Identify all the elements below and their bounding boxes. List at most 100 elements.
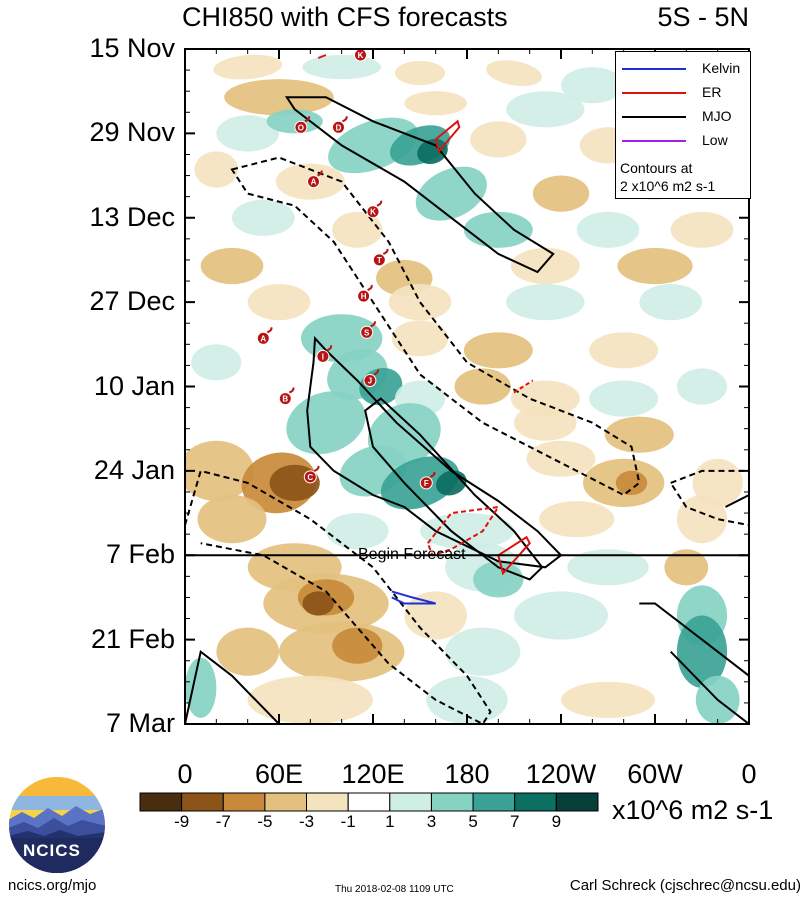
storm-label: A	[311, 178, 317, 187]
field-cell	[216, 115, 279, 152]
field-cell	[589, 380, 659, 417]
storm-marker: A	[256, 326, 273, 345]
storm-label: K	[358, 51, 364, 60]
storm-marker: I	[316, 345, 333, 363]
colorbar-swatch	[347, 792, 391, 812]
y-axis-ticks	[185, 48, 749, 725]
x-axis-ticks	[184, 49, 750, 724]
field-cell	[470, 121, 527, 158]
storm-icon	[256, 331, 270, 345]
storm-tail	[342, 115, 348, 123]
field-cell	[191, 344, 242, 381]
mjo-contour-positive	[639, 602, 749, 724]
storm-label: I	[322, 352, 324, 361]
storm-icon	[303, 470, 317, 484]
storm-icon	[278, 392, 292, 406]
logo-text: NCICS	[23, 841, 81, 860]
storm-marker: H	[357, 284, 373, 303]
field-cell	[247, 284, 311, 321]
contours	[185, 54, 749, 724]
field-cell	[486, 60, 542, 86]
y-tick-label: 7 Mar	[105, 708, 175, 738]
x-tick-label: 0	[177, 759, 193, 789]
x-tick-label: 120W	[525, 759, 597, 789]
storm-label: D	[336, 123, 342, 132]
storm-marker: K	[354, 49, 367, 62]
legend-label-er: ER	[702, 84, 722, 100]
colorbar-swatch	[139, 792, 183, 812]
footer-timestamp: Thu 2018-02-08 1109 UTC	[335, 884, 454, 895]
y-tick-label: 24 Jan	[93, 454, 175, 485]
legend-item-kelvin: Kelvin	[616, 58, 750, 80]
field-cell	[576, 211, 640, 248]
y-tick-label: 29 Nov	[89, 117, 175, 148]
storm-marker: F	[419, 471, 436, 490]
legend-label-low: Low	[702, 132, 728, 148]
colorbar-level-label: 7	[509, 812, 520, 831]
storm-marker: T	[372, 248, 389, 267]
storm-tail	[367, 284, 373, 292]
field-cell	[286, 391, 366, 455]
storm-icon	[294, 120, 308, 134]
storm-tail	[370, 320, 376, 328]
field-cell	[561, 681, 655, 719]
field-cell	[506, 284, 585, 321]
mjo-contour-positive	[185, 649, 280, 724]
field-cell	[197, 494, 267, 544]
storm-icon	[372, 253, 386, 267]
field-cell	[426, 675, 508, 724]
colorbar-swatch	[264, 792, 307, 812]
begin-forecast-label: Begin Forecast	[358, 546, 466, 563]
er-contour	[497, 535, 531, 576]
field-cell	[526, 440, 596, 477]
mjo-contour-negative	[669, 469, 749, 527]
colorbar-level-label: 9	[551, 812, 562, 831]
field-cell	[216, 627, 279, 676]
legend-line-er	[622, 92, 686, 94]
field-cell	[388, 284, 452, 321]
field-cell	[445, 627, 521, 676]
mjo-contour-negative	[230, 156, 641, 497]
field-cell	[266, 109, 323, 134]
field-cell	[676, 368, 728, 405]
storm-icon	[419, 476, 433, 490]
er-contour	[434, 119, 461, 154]
field-cell	[302, 591, 334, 616]
field-cell	[404, 91, 468, 116]
colorbar-swatch	[431, 792, 474, 812]
x-tick-label: 120E	[341, 759, 405, 789]
storm-marker: J	[363, 369, 380, 387]
field-cell	[247, 675, 373, 724]
field-cell	[664, 549, 709, 586]
storm-icon	[363, 374, 377, 387]
er-contour	[317, 54, 327, 59]
field-cell	[391, 320, 449, 357]
colorbar-swatch	[514, 792, 557, 812]
field-cell	[639, 284, 702, 321]
storm-tail	[326, 345, 333, 352]
colorbar-level-label: -7	[215, 812, 231, 831]
storm-label: H	[361, 292, 367, 301]
field-cell	[185, 657, 217, 718]
footer-author: Carl Schreck (cjschrec@ncsu.edu)	[569, 877, 801, 894]
field-cell	[561, 67, 624, 104]
field-cell	[224, 79, 334, 116]
storm-icon	[360, 325, 374, 339]
y-tick-label: 10 Jan	[93, 370, 175, 401]
field-cell	[617, 247, 693, 285]
footer-link[interactable]: ncics.org/mjo	[8, 877, 97, 894]
storm-marker: D	[332, 115, 348, 134]
field-cell	[510, 247, 580, 285]
legend-item-er: ER	[616, 82, 750, 104]
field-cell	[539, 500, 615, 538]
colorbar-level-label: -9	[174, 812, 190, 831]
colorbar-swatch	[555, 792, 599, 812]
storm-label: B	[282, 395, 288, 404]
y-tick-label: 15 Nov	[89, 33, 175, 63]
field-cell	[194, 151, 239, 188]
ncics-logo[interactable]	[8, 776, 106, 874]
region-label: 5S - 5N	[657, 2, 749, 32]
legend-note-line2: 2 x10^6 m2 s-1	[620, 178, 716, 194]
colorbar-swatch	[472, 792, 516, 812]
legend-line-mjo	[622, 116, 686, 118]
